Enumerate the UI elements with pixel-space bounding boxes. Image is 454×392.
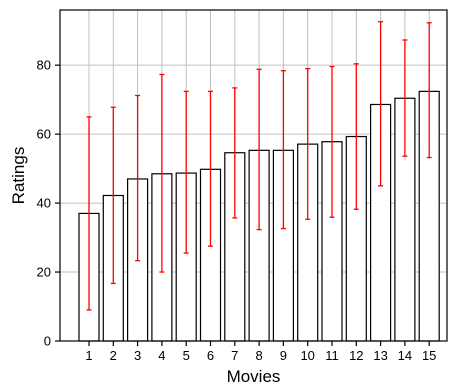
error-bar xyxy=(232,87,238,219)
x-tick-label: 2 xyxy=(110,348,117,363)
y-tick-label: 40 xyxy=(37,196,51,211)
error-bar xyxy=(305,67,311,220)
error-bar xyxy=(329,65,335,218)
x-tick-label: 15 xyxy=(422,348,436,363)
x-tick-label: 1 xyxy=(85,348,92,363)
x-axis-ticks: 1 2 3 4 5 6 7 8 9 10 11 12 13 14 15 xyxy=(85,341,436,363)
x-tick-label: 9 xyxy=(280,348,287,363)
y-tick-label: 0 xyxy=(44,334,51,349)
x-tick-label: 10 xyxy=(300,348,314,363)
bars-layer xyxy=(78,90,440,342)
x-axis-label: Movies xyxy=(227,367,281,386)
x-tick-label: 5 xyxy=(183,348,190,363)
error-bar xyxy=(280,70,286,230)
error-bar xyxy=(426,22,432,159)
error-bar xyxy=(378,21,384,187)
x-tick-label: 13 xyxy=(373,348,387,363)
y-tick-label: 60 xyxy=(37,127,51,142)
error-bar xyxy=(256,68,262,231)
x-tick-label: 8 xyxy=(255,348,262,363)
y-tick-label: 20 xyxy=(37,265,51,280)
x-tick-label: 4 xyxy=(158,348,165,363)
x-tick-label: 12 xyxy=(349,348,363,363)
x-tick-label: 11 xyxy=(325,348,339,363)
y-axis-ticks: 0 20 40 60 80 xyxy=(37,58,60,349)
error-bar xyxy=(86,116,92,311)
x-tick-label: 3 xyxy=(134,348,141,363)
error-bar xyxy=(353,63,359,210)
error-bar xyxy=(159,73,165,273)
x-tick-label: 6 xyxy=(207,348,214,363)
error-bar xyxy=(183,90,189,254)
y-tick-label: 80 xyxy=(37,58,51,73)
error-bar xyxy=(208,90,213,247)
error-bar xyxy=(135,94,141,262)
plot-frame xyxy=(59,9,448,342)
error-bar xyxy=(402,39,408,157)
y-axis-label: Ratings xyxy=(9,147,28,205)
error-bar xyxy=(110,106,116,285)
x-tick-label: 7 xyxy=(231,348,238,363)
error-bars-layer xyxy=(86,21,432,311)
x-tick-label: 14 xyxy=(398,348,412,363)
